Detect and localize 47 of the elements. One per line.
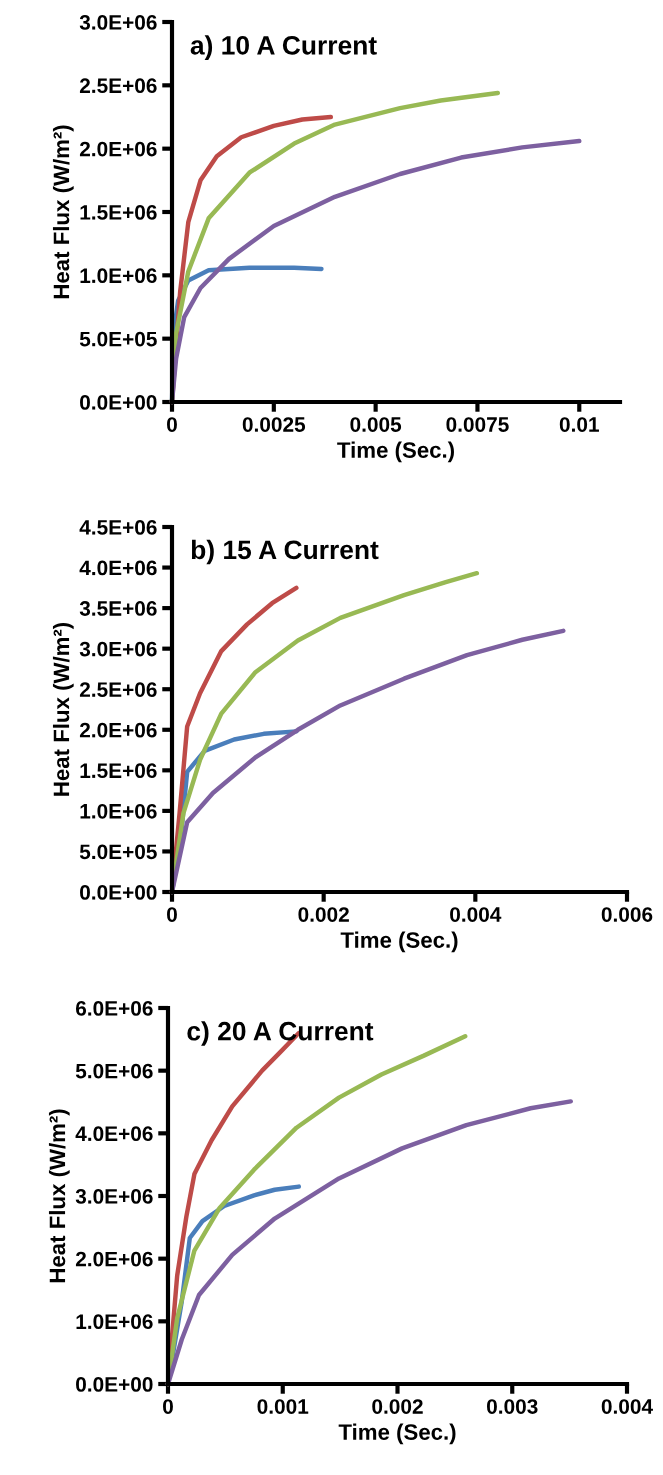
x-tick-label: 0 xyxy=(167,907,177,922)
x-axis-title: Time (Sec.) xyxy=(337,441,454,463)
x-tick-label: 0.006 xyxy=(601,907,653,922)
y-axis-title: Heat Flux (W/m²) xyxy=(52,125,74,299)
y-tick-label: 1.5E+06 xyxy=(80,205,157,220)
y-tick-label: 1.5E+06 xyxy=(80,763,157,779)
y-tick-label: 4.0E+06 xyxy=(75,1126,153,1142)
y-tick-label: 5.0E+05 xyxy=(79,844,157,860)
y-tick-label: 2.0E+06 xyxy=(79,722,157,738)
y-tick-label: 1.0E+06 xyxy=(80,803,157,819)
x-tick-label: 0 xyxy=(167,417,177,432)
y-tick-label: 5.0E+05 xyxy=(79,331,157,347)
x-tick-label: 0 xyxy=(163,1399,173,1414)
y-tick-label: 0.0E+00 xyxy=(80,885,157,900)
chart-title: c) 20 A Current xyxy=(187,1021,374,1046)
y-tick-label: 2.0E+06 xyxy=(75,1251,153,1267)
x-axis-title: Time (Sec.) xyxy=(338,1423,456,1445)
x-tick-label: 0.004 xyxy=(601,1399,653,1414)
y-tick-label: 0.0E+00 xyxy=(80,395,157,410)
y-tick-label: 5.0E+06 xyxy=(75,1063,153,1079)
y-tick-label: 0.0E+00 xyxy=(76,1377,153,1392)
x-axis-title: Time (Sec.) xyxy=(340,931,458,953)
y-tick-label: 1.0E+06 xyxy=(76,1314,153,1330)
y-axis-title: Heat Flux (W/m²) xyxy=(48,1109,70,1283)
y-tick-label: 4.0E+06 xyxy=(79,560,157,576)
x-tick-label: 0.003 xyxy=(487,1399,538,1414)
y-tick-label: 2.5E+06 xyxy=(79,682,157,697)
x-tick-label: 0.004 xyxy=(450,907,502,922)
x-tick-label: 0.0075 xyxy=(446,417,509,432)
y-tick-label: 4.5E+06 xyxy=(79,520,157,535)
x-tick-label: 0.001 xyxy=(257,1399,309,1414)
x-tick-label: 0.01 xyxy=(559,417,599,432)
y-tick-label: 3.0E+06 xyxy=(79,641,157,657)
chart-title: a) 10 A Current xyxy=(190,35,377,60)
y-tick-label: 2.5E+06 xyxy=(79,78,157,94)
x-tick-label: 0.002 xyxy=(298,907,349,922)
y-tick-label: 3.0E+06 xyxy=(79,15,157,30)
x-tick-label: 0.005 xyxy=(350,417,402,432)
y-tick-label: 3.0E+06 xyxy=(75,1189,153,1204)
x-tick-label: 0.002 xyxy=(372,1399,423,1414)
x-tick-label: 0.0025 xyxy=(242,417,306,432)
y-tick-label: 3.5E+06 xyxy=(79,601,157,616)
y-tick-label: 2.0E+06 xyxy=(79,141,157,157)
chart-title: b) 15 A Current xyxy=(191,539,379,565)
y-tick-label: 6.0E+06 xyxy=(75,1001,153,1016)
y-tick-label: 1.0E+06 xyxy=(80,268,157,284)
y-axis-title: Heat Flux (W/m²) xyxy=(52,622,74,796)
